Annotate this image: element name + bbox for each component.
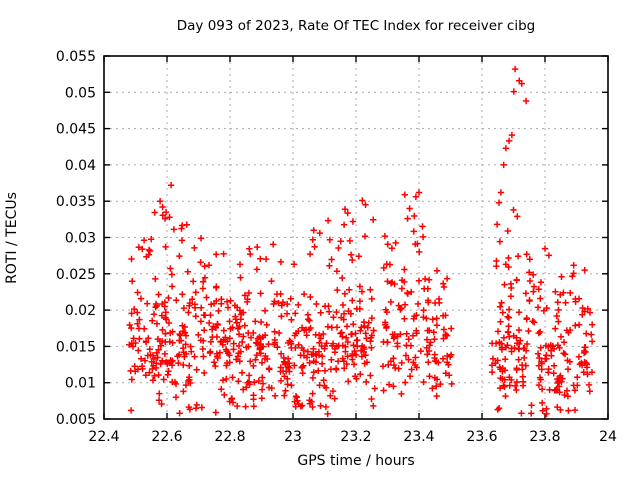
y-tick-label: 0.055 [56, 49, 96, 65]
y-tick-label: 0.01 [65, 376, 96, 392]
y-tick-label: 0.04 [65, 158, 96, 174]
x-tick-label: 24 [599, 429, 617, 445]
y-tick-label: 0.05 [65, 85, 96, 101]
data-points [126, 65, 596, 418]
x-tick-label: 23.8 [529, 429, 560, 445]
chart-title: Day 093 of 2023, Rate Of TEC Index for r… [177, 18, 535, 34]
x-tick-label: 22.6 [151, 429, 182, 445]
x-tick-label: 23.2 [340, 429, 371, 445]
y-tick-label: 0.045 [56, 122, 96, 138]
y-tick-label: 0.005 [56, 412, 96, 428]
y-tick-label: 0.025 [56, 267, 96, 283]
plot-border [103, 55, 609, 420]
y-tick-label: 0.02 [65, 303, 96, 319]
y-tick-label: 0.035 [56, 194, 96, 210]
y-tick-label: 0.015 [56, 339, 96, 355]
x-tick-label: 23.4 [403, 429, 434, 445]
x-tick-label: 23.6 [466, 429, 497, 445]
x-axis-label: GPS time / hours [297, 453, 414, 469]
tick-labels: 22.4 22.6 22.8 23 23.2 23.4 23.6 23.8 24 0.005 0.0… [56, 49, 617, 445]
x-tick-label: 22.4 [88, 429, 119, 445]
y-tick-label: 0.03 [65, 231, 96, 247]
scatter-points-path [126, 65, 596, 418]
x-tick-label: 22.8 [214, 429, 245, 445]
y-axis-label: ROTI / TECUs [4, 192, 20, 284]
x-tick-label: 23 [284, 429, 302, 445]
